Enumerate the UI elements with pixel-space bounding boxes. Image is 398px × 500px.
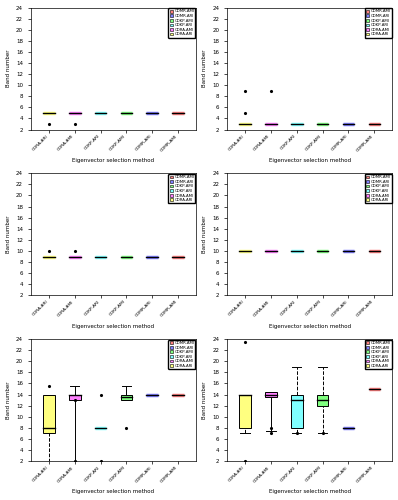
Y-axis label: Band number: Band number (6, 50, 11, 88)
X-axis label: Eigenvector selection method: Eigenvector selection method (269, 158, 351, 163)
X-axis label: Eigenvector selection method: Eigenvector selection method (72, 324, 154, 328)
Y-axis label: Band number: Band number (6, 382, 11, 419)
Bar (69, 394, 80, 400)
Bar (43, 394, 55, 434)
X-axis label: Eigenvector selection method: Eigenvector selection method (269, 324, 351, 328)
Y-axis label: Band number: Band number (202, 50, 207, 88)
Y-axis label: Band number: Band number (202, 216, 207, 253)
X-axis label: Eigenvector selection method: Eigenvector selection method (72, 490, 154, 494)
Legend: CDMR-AMI, CDMR-ARI, CDKP-AMI, CDKP-ARI, CDRA-AMI, CDRA-ARI: CDMR-AMI, CDMR-ARI, CDKP-AMI, CDKP-ARI, … (365, 340, 392, 369)
Bar (291, 394, 302, 428)
Legend: CDMR-AMI, CDMR-ARI, CDKP-AMI, CDKP-ARI, CDRA-AMI, CDRA-ARI: CDMR-AMI, CDMR-ARI, CDKP-AMI, CDKP-ARI, … (168, 8, 195, 38)
X-axis label: Eigenvector selection method: Eigenvector selection method (269, 490, 351, 494)
Bar (239, 394, 251, 428)
Legend: CDMR-AMI, CDMR-ARI, CDKP-AMI, CDKP-ARI, CDRA-AMI, CDRA-ARI: CDMR-AMI, CDMR-ARI, CDKP-AMI, CDKP-ARI, … (365, 8, 392, 38)
X-axis label: Eigenvector selection method: Eigenvector selection method (72, 158, 154, 163)
Bar (317, 394, 328, 406)
Bar (265, 392, 277, 398)
Legend: CDMR-AMI, CDMR-ARI, CDKP-AMI, CDKP-ARI, CDRA-AMI, CDRA-ARI: CDMR-AMI, CDMR-ARI, CDKP-AMI, CDKP-ARI, … (365, 174, 392, 204)
Y-axis label: Band number: Band number (6, 216, 11, 253)
Bar (121, 394, 132, 400)
Y-axis label: Band number: Band number (202, 382, 207, 419)
Legend: CDMR-AMI, CDMR-ARI, CDKP-AMI, CDKP-ARI, CDRA-AMI, CDRA-ARI: CDMR-AMI, CDMR-ARI, CDKP-AMI, CDKP-ARI, … (168, 174, 195, 204)
Legend: CDMR-AMI, CDMR-ARI, CDKP-AMI, CDKP-ARI, CDRA-AMI, CDRA-ARI: CDMR-AMI, CDMR-ARI, CDKP-AMI, CDKP-ARI, … (168, 340, 195, 369)
